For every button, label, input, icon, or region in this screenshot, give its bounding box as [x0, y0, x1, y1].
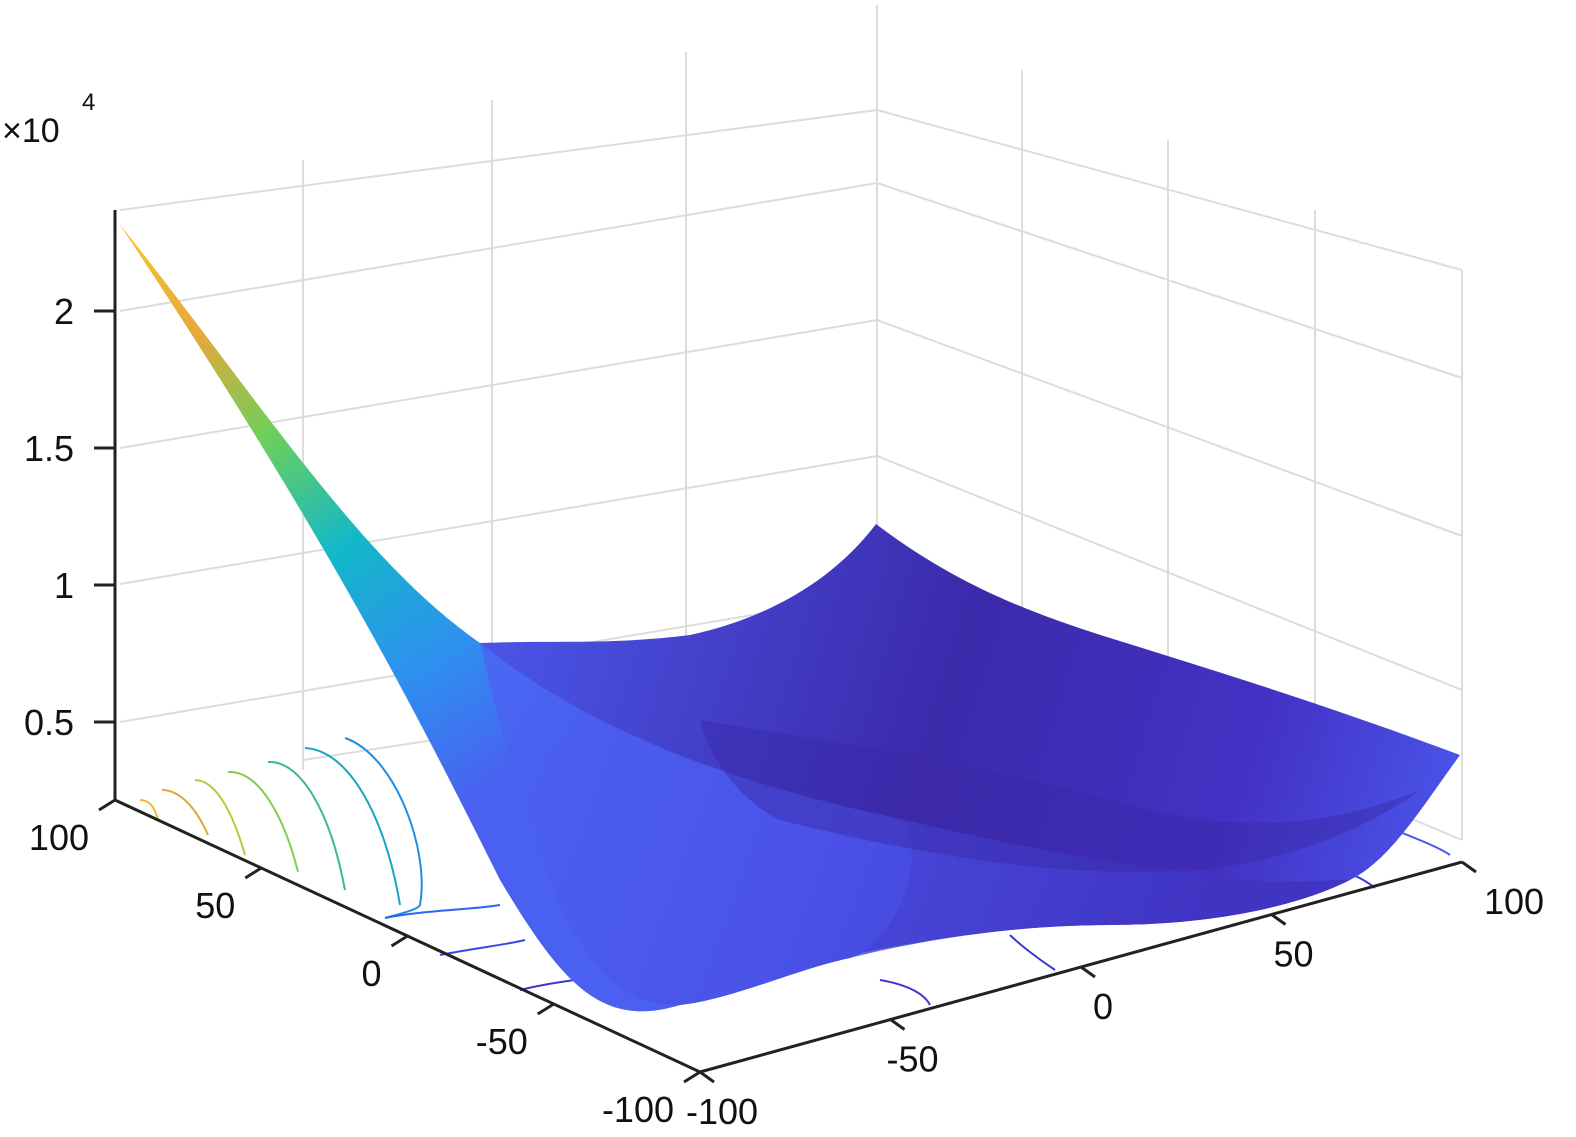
z-tick-label: 0.5	[24, 702, 74, 743]
ticks	[94, 309, 1477, 1084]
z-tick-label: 1.5	[24, 428, 74, 469]
y-tick	[98, 798, 116, 812]
contour-line	[161, 789, 209, 836]
z-multiplier-base: ×10	[2, 112, 60, 150]
contour-line	[519, 979, 576, 991]
x-tick	[1461, 860, 1477, 874]
contour-line	[1394, 829, 1451, 856]
tick-labels: 0.5 1 1.5 2 -100 -50 0 50 100 -100 -50 0 50 100	[24, 291, 1544, 1132]
contour-line	[304, 747, 401, 906]
x-tick-label: 0	[1093, 986, 1113, 1027]
contour-line	[879, 979, 931, 1006]
z-tick-label: 1	[54, 565, 74, 606]
x-tick-label: 50	[1273, 934, 1313, 975]
y-tick-label: 100	[29, 817, 89, 858]
contour-line	[439, 939, 526, 956]
contour-line	[384, 904, 501, 919]
surface	[118, 222, 1460, 1012]
x-tick	[1080, 965, 1096, 979]
y-tick-label: 50	[195, 885, 235, 926]
z-multiplier-exponent: 4	[82, 89, 95, 116]
floor-contours	[139, 737, 1451, 1006]
y-tick	[536, 1002, 555, 1016]
x-tick	[699, 1070, 715, 1084]
x-tick-label: -100	[686, 1091, 758, 1132]
contour-line	[344, 737, 423, 919]
y-tick	[244, 866, 263, 880]
surface-front-sheet	[480, 643, 1350, 1006]
x-tick	[889, 1018, 906, 1031]
contour-line	[267, 760, 346, 891]
grid-line	[1021, 70, 1463, 840]
contour-line	[1009, 934, 1056, 971]
y-tick-label: 0	[361, 953, 381, 994]
y-tick-label: -50	[476, 1021, 528, 1062]
z-multiplier: ×10 4	[2, 89, 95, 150]
y-tick	[390, 934, 409, 948]
y-tick-label: -100	[602, 1089, 674, 1130]
contour-line	[227, 770, 299, 873]
x-tick	[1270, 913, 1287, 926]
contour-line	[139, 799, 159, 821]
surface-ridge-shade	[700, 720, 1420, 872]
contour-line	[194, 779, 246, 856]
y-tick	[683, 1070, 701, 1084]
x-tick-label: 100	[1484, 881, 1544, 922]
x-tick-label: -50	[886, 1039, 938, 1080]
z-tick-label: 2	[54, 291, 74, 332]
